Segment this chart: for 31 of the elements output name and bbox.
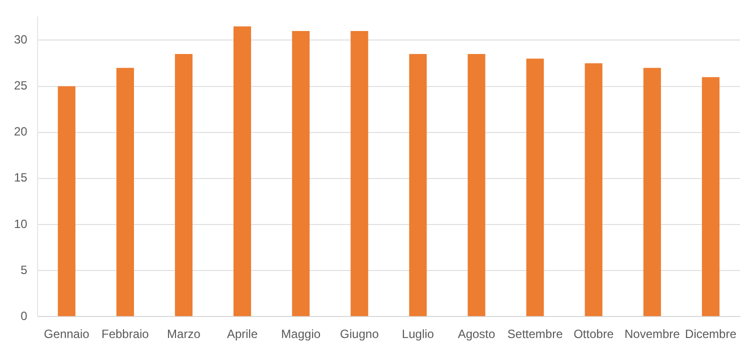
- x-tick-label: Ottobre: [574, 327, 614, 342]
- bar: [409, 54, 427, 316]
- x-tick-label: Agosto: [458, 327, 496, 342]
- y-tick-label: 25: [14, 78, 28, 93]
- bar: [350, 31, 368, 316]
- y-tick-label: 5: [20, 262, 28, 277]
- y-tick-label: 30: [14, 32, 28, 47]
- x-tick-label: Febbraio: [101, 327, 150, 342]
- bar: [526, 58, 544, 316]
- x-tick-label: Dicembre: [685, 327, 737, 342]
- x-tick-label: Aprile: [226, 327, 258, 342]
- x-tick-label: Luglio: [402, 327, 434, 342]
- bar: [292, 31, 310, 316]
- y-tick-label: 15: [14, 170, 28, 185]
- bar: [584, 63, 602, 316]
- y-tick-label: 20: [14, 124, 28, 139]
- y-tick-label: 0: [20, 308, 28, 323]
- bar: [116, 68, 134, 316]
- x-tick-label: Gennaio: [44, 327, 90, 342]
- bar: [58, 86, 76, 316]
- bar: [468, 54, 486, 316]
- x-tick-label: Marzo: [167, 327, 201, 342]
- bar: [702, 77, 720, 316]
- x-tick-label: Novembre: [624, 327, 680, 342]
- bar: [643, 68, 661, 316]
- x-tick-label: Settembre: [507, 327, 564, 342]
- bar: [234, 26, 252, 316]
- bar: [174, 54, 193, 316]
- x-tick-label: Maggio: [281, 327, 321, 342]
- x-tick-label: Giugno: [340, 327, 380, 342]
- y-tick-label: 10: [14, 216, 28, 231]
